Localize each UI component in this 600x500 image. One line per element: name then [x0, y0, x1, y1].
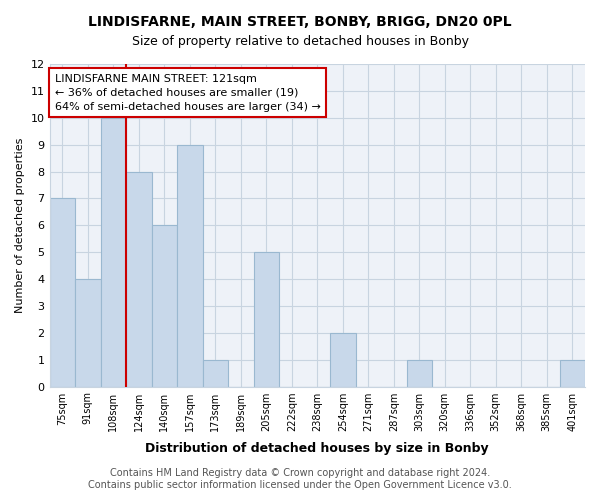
Text: Size of property relative to detached houses in Bonby: Size of property relative to detached ho…	[131, 35, 469, 48]
Bar	[126, 172, 152, 386]
X-axis label: Distribution of detached houses by size in Bonby: Distribution of detached houses by size …	[145, 442, 489, 455]
Bar	[50, 198, 75, 386]
Bar	[177, 144, 203, 386]
Bar	[203, 360, 228, 386]
Bar	[101, 118, 126, 386]
Bar	[560, 360, 585, 386]
Text: LINDISFARNE, MAIN STREET, BONBY, BRIGG, DN20 0PL: LINDISFARNE, MAIN STREET, BONBY, BRIGG, …	[88, 15, 512, 29]
Y-axis label: Number of detached properties: Number of detached properties	[15, 138, 25, 313]
Bar	[407, 360, 432, 386]
Bar	[330, 333, 356, 386]
Bar	[254, 252, 279, 386]
Bar	[75, 279, 101, 386]
Bar	[152, 226, 177, 386]
Text: LINDISFARNE MAIN STREET: 121sqm
← 36% of detached houses are smaller (19)
64% of: LINDISFARNE MAIN STREET: 121sqm ← 36% of…	[55, 74, 321, 112]
Text: Contains HM Land Registry data © Crown copyright and database right 2024.
Contai: Contains HM Land Registry data © Crown c…	[88, 468, 512, 490]
